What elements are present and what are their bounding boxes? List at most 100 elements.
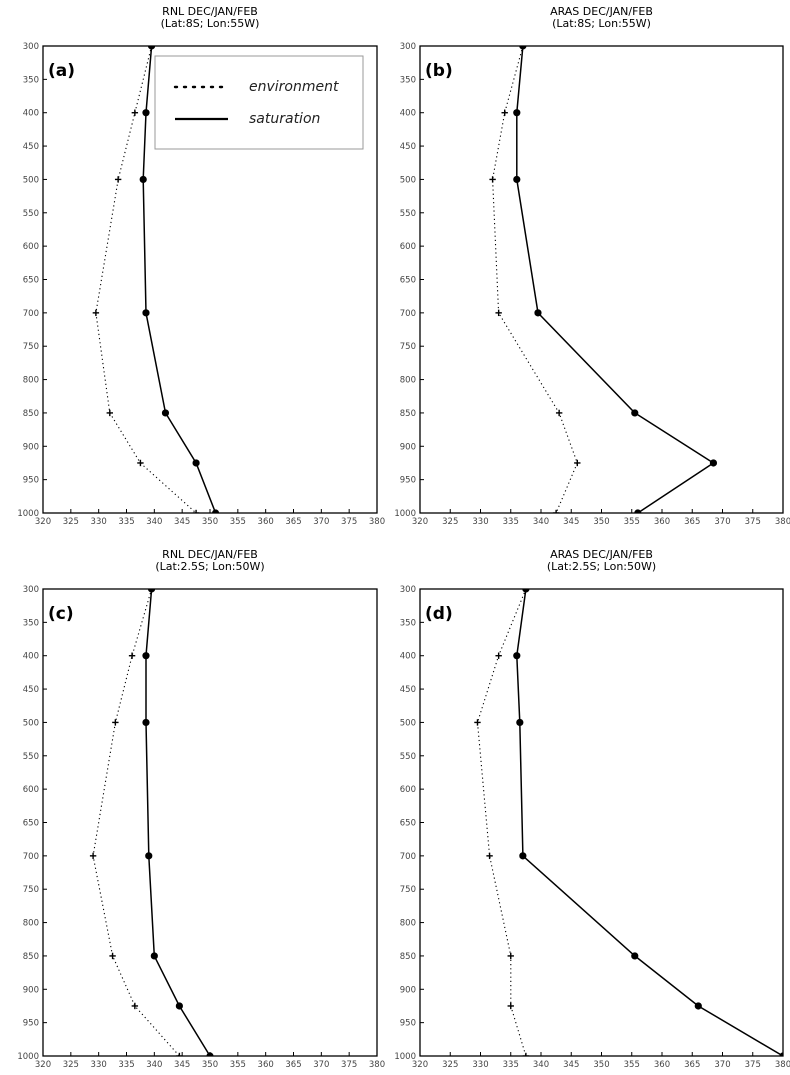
x-tick-label: 340 (146, 1060, 162, 1070)
x-tick-label: 325 (442, 1060, 458, 1070)
point-environment (131, 109, 139, 116)
y-tick-label: 550 (400, 752, 416, 762)
point-saturation (211, 509, 220, 513)
point-environment (106, 409, 113, 417)
y-tick-label: 650 (23, 819, 39, 829)
plot-frame (42, 588, 378, 1057)
x-tick-label: 325 (63, 1060, 79, 1070)
point-saturation (142, 718, 150, 727)
y-tick-label: 800 (400, 919, 416, 929)
x-tick-label: 340 (533, 517, 549, 527)
point-saturation (142, 652, 150, 660)
point-saturation (513, 109, 521, 117)
y-tick-label: 400 (23, 652, 39, 662)
x-tick-label: 365 (285, 1060, 301, 1070)
y-tick-label: 800 (23, 376, 39, 386)
x-tick-label: 345 (174, 1060, 190, 1070)
y-tick-label: 600 (23, 785, 39, 795)
point-saturation (145, 852, 153, 860)
point-environment (114, 176, 122, 183)
point-environment (109, 952, 116, 960)
point-saturation (513, 652, 521, 660)
series-line-environment (476, 589, 527, 1056)
y-tick-label: 1000 (394, 509, 416, 519)
x-tick-label: 365 (684, 517, 700, 527)
x-tick-label: 360 (654, 517, 670, 527)
y-tick-label: 350 (23, 618, 39, 628)
x-tick-label: 370 (313, 1060, 329, 1070)
point-environment (192, 509, 200, 513)
x-tick-label: 370 (313, 517, 329, 527)
y-tick-label: 450 (23, 142, 39, 152)
x-tick-label: 335 (503, 1060, 519, 1070)
y-tick-label: 850 (23, 409, 39, 419)
panel-label: (c) (48, 604, 74, 624)
x-tick-label: 370 (714, 1060, 730, 1070)
point-saturation (150, 952, 158, 960)
y-tick-label: 850 (400, 409, 416, 419)
x-tick-label: 350 (593, 1060, 609, 1070)
y-tick-label: 450 (400, 142, 416, 152)
y-tick-label: 500 (400, 718, 416, 728)
x-tick-label: 325 (63, 517, 79, 527)
point-saturation (142, 109, 150, 117)
point-environment (474, 719, 481, 726)
legend-label-saturation: saturation (249, 111, 320, 127)
x-tick-label: 360 (654, 1060, 670, 1070)
y-tick-label: 550 (23, 209, 39, 219)
y-tick-label: 850 (23, 952, 39, 962)
y-tick-label: 300 (23, 585, 39, 595)
plot-frame (419, 588, 784, 1057)
y-tick-label: 700 (23, 309, 39, 319)
y-tick-label: 650 (400, 819, 416, 829)
y-tick-label: 900 (400, 985, 416, 995)
point-saturation (519, 852, 527, 860)
point-saturation (161, 409, 170, 417)
panel-subtitle: (Lat:8S; Lon:55W) (552, 17, 651, 30)
series-line-saturation (145, 589, 211, 1056)
x-tick-label: 345 (174, 517, 190, 527)
panel-label: (a) (48, 61, 75, 81)
panel-title: ARAS DEC/JAN/FEB (550, 5, 653, 18)
y-tick-label: 1000 (17, 1052, 39, 1062)
x-tick-label: 365 (684, 1060, 700, 1070)
point-environment (507, 952, 514, 960)
panel-subtitle: (Lat:2.5S; Lon:50W) (547, 560, 656, 573)
point-environment (555, 409, 563, 417)
point-saturation (631, 952, 639, 960)
x-tick-label: 320 (35, 1060, 51, 1070)
x-tick-label: 375 (745, 1060, 761, 1070)
x-tick-label: 320 (412, 1060, 428, 1070)
x-tick-label: 355 (230, 517, 246, 527)
y-tick-label: 700 (400, 309, 416, 319)
y-tick-label: 500 (23, 175, 39, 185)
y-tick-label: 350 (400, 75, 416, 85)
x-tick-label: 360 (258, 1060, 274, 1070)
point-environment (495, 652, 502, 659)
point-saturation (534, 309, 542, 317)
y-tick-label: 700 (400, 852, 416, 862)
x-tick-label: 350 (593, 517, 609, 527)
x-tick-label: 360 (258, 517, 274, 527)
panel-label: (d) (425, 604, 453, 624)
x-tick-label: 330 (472, 517, 488, 527)
x-tick-label: 330 (91, 1060, 107, 1070)
x-tick-label: 365 (285, 517, 301, 527)
panel-b: ARAS DEC/JAN/FEB(Lat:8S; Lon:55W) 300 350 4… (394, 5, 790, 527)
point-saturation (694, 1002, 702, 1010)
panel-c: RNL DEC/JAN/FEB(Lat:2.5S; Lon:50W) 300 350… (17, 548, 385, 1070)
x-tick-label: 370 (714, 517, 730, 527)
point-environment (495, 309, 502, 317)
x-tick-label: 325 (442, 517, 458, 527)
point-environment (137, 459, 144, 467)
x-tick-label: 375 (341, 517, 357, 527)
y-tick-label: 900 (23, 985, 39, 995)
y-tick-label: 800 (400, 376, 416, 386)
series-group (92, 46, 220, 513)
y-tick-label: 650 (23, 276, 39, 286)
point-saturation (522, 589, 530, 593)
plot-frame (419, 45, 784, 514)
point-saturation (709, 459, 718, 467)
y-tick-label: 400 (400, 652, 416, 662)
